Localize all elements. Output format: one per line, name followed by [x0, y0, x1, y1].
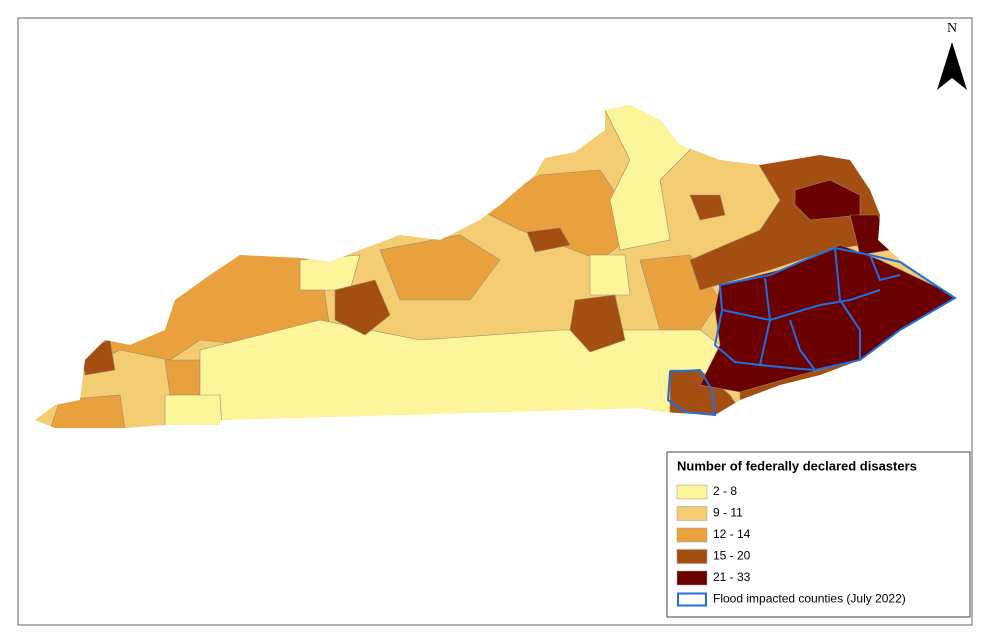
legend: Number of federally declared disasters 2…	[666, 451, 971, 618]
flood-outline	[789, 319, 816, 371]
county-region	[526, 227, 571, 253]
legend-swatch	[676, 484, 708, 500]
legend-title: Number of federally declared disasters	[677, 458, 917, 473]
flood-outline	[834, 247, 861, 360]
legend-items: 2 - 8 9 - 11 12 - 14 15 - 20 21 - 33 Flood im…	[676, 484, 906, 607]
legend-swatch	[676, 527, 708, 543]
north-arrow: N	[937, 21, 967, 90]
legend-swatch	[676, 506, 708, 521]
legend-swatch	[676, 549, 708, 564]
flood-outline	[713, 246, 957, 372]
flood-outline	[666, 368, 717, 417]
county-region	[379, 234, 501, 301]
legend-swatch	[677, 592, 707, 607]
flood-outline	[869, 254, 901, 282]
legend-label: 15 - 20	[713, 549, 751, 563]
legend-label: 9 - 11	[713, 506, 743, 520]
flood-counties	[666, 246, 957, 417]
county-region	[164, 359, 201, 396]
legend-label: Flood impacted counties (July 2022)	[713, 592, 906, 606]
county-region	[589, 254, 631, 296]
legend-label: 2 - 8	[713, 484, 737, 498]
legend-swatch	[676, 570, 708, 586]
flood-outline	[721, 289, 881, 322]
county-region	[164, 394, 223, 428]
north-arrow-icon	[937, 42, 967, 90]
county-region	[49, 394, 126, 428]
legend-label: 12 - 14	[713, 527, 751, 541]
county-region	[689, 194, 726, 221]
county-region	[334, 279, 391, 336]
county-region	[569, 294, 626, 353]
north-label: N	[947, 21, 957, 36]
legend-label: 21 - 33	[713, 570, 751, 584]
legend-box	[666, 451, 971, 618]
